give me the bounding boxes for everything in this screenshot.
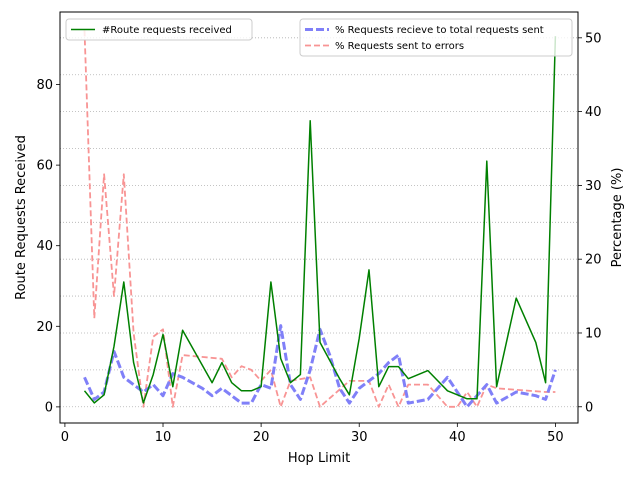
legend-label-requests-errors: % Requests sent to errors: [335, 41, 464, 52]
x-tick-label: 10: [155, 430, 172, 445]
right-y-tick-label: 50: [585, 31, 602, 46]
x-tick-label: 30: [351, 430, 368, 445]
x-axis-ticks: 0 10 20 30 40 50: [61, 423, 564, 445]
grid-lines: [60, 37, 578, 408]
x-axis-label: Hop Limit: [288, 451, 350, 466]
right-y-axis-ticks: 0 10 20 30 40 50: [578, 31, 602, 415]
right-y-tick-label: 20: [585, 253, 602, 268]
left-y-tick-label: 0: [45, 400, 53, 415]
left-y-axis-label: Route Requests Received: [14, 135, 29, 300]
series-line-requests-errors: [83, 30, 556, 408]
left-y-tick-label: 80: [36, 78, 53, 93]
legend-left: #Route requests received: [65, 18, 253, 41]
right-y-tick-label: 30: [585, 179, 602, 194]
x-tick-label: 20: [253, 430, 270, 445]
legend-right: % Requests recieve to total requests sen…: [299, 18, 573, 57]
series-lines: [83, 30, 557, 409]
right-y-tick-label: 10: [585, 326, 602, 341]
legend-label-requests-recieve: % Requests recieve to total requests sen…: [335, 25, 544, 36]
left-y-tick-label: 40: [36, 239, 53, 254]
series-line-route-requests: [83, 36, 557, 404]
x-tick-label: 40: [449, 430, 466, 445]
left-y-tick-label: 60: [36, 159, 53, 174]
x-tick-label: 50: [547, 430, 564, 445]
right-y-axis-label: Percentage (%): [610, 168, 625, 268]
legend-label-route-requests: #Route requests received: [102, 25, 232, 36]
legend-left-box: [65, 18, 253, 41]
right-y-tick-label: 0: [585, 400, 593, 415]
left-y-axis-ticks: 0 20 40 60 80: [36, 78, 60, 415]
left-y-tick-label: 20: [36, 320, 53, 335]
legend-right-box: [299, 18, 573, 57]
right-y-tick-label: 40: [585, 105, 602, 120]
series-line-requests-recieve: [83, 324, 557, 409]
x-tick-label: 0: [61, 430, 69, 445]
plot-frame: [59, 11, 579, 424]
